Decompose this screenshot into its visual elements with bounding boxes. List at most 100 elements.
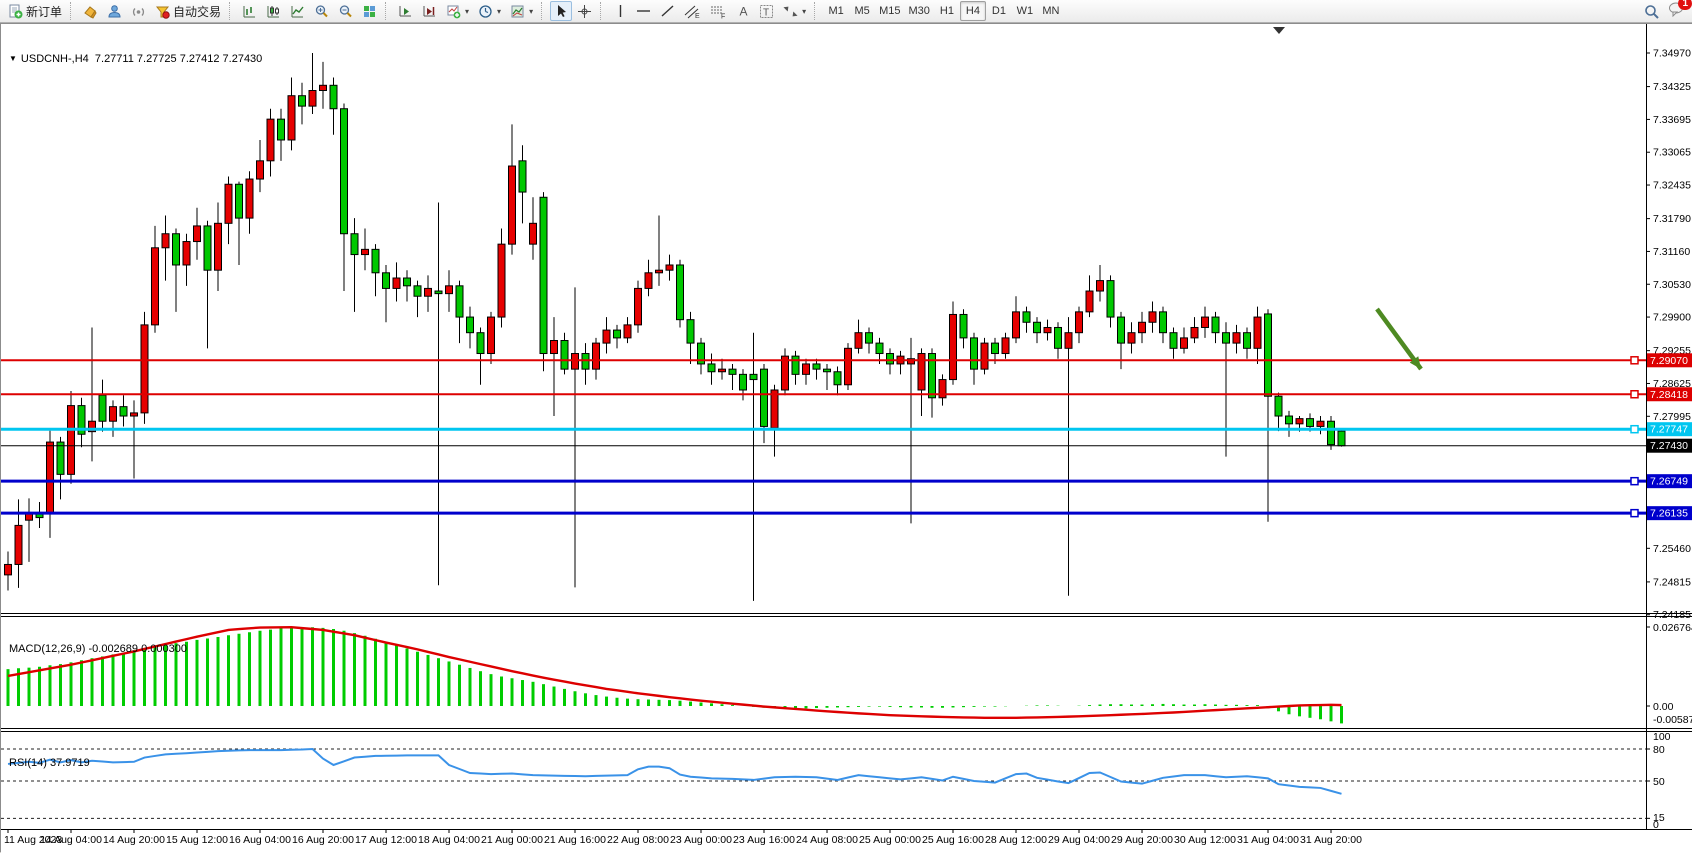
timeframe-h1-button[interactable]: H1	[939, 5, 954, 17]
svg-text:17 Aug 12:00: 17 Aug 12:00	[355, 834, 417, 846]
svg-text:7.26749: 7.26749	[1650, 476, 1688, 488]
styles-icon	[84, 5, 97, 19]
chart-shift-button[interactable]	[418, 1, 441, 21]
toolbar-separator	[385, 2, 390, 20]
equidistant-channel-icon: E	[684, 5, 700, 19]
fibonacci-icon: F	[711, 6, 725, 19]
dropdown-caret: ▾	[802, 6, 807, 16]
svg-text:18 Aug 04:00: 18 Aug 04:00	[418, 834, 480, 846]
svg-text:21 Aug 00:00: 21 Aug 00:00	[481, 834, 543, 846]
periods-button[interactable]: ▾	[474, 1, 505, 21]
profiles-button[interactable]	[103, 1, 126, 21]
trendline-tool-button[interactable]	[656, 1, 679, 21]
chart-shift-icon	[423, 5, 436, 16]
bar-chart-icon	[243, 5, 256, 17]
rsi-name: RSI(14)	[9, 757, 47, 769]
svg-text:7.25460: 7.25460	[1653, 543, 1691, 555]
profiles-icon	[108, 4, 121, 17]
chart-symbol-period: USDCNH-,H4	[20, 53, 89, 65]
styles-button[interactable]	[79, 1, 102, 21]
svg-text:22 Aug 08:00: 22 Aug 08:00	[607, 834, 669, 846]
chat-unread-badge: 1	[1678, 0, 1692, 10]
timeframe-m15-button[interactable]: M15	[879, 5, 901, 17]
zoom-in-button[interactable]	[310, 1, 333, 21]
svg-text:7.29070: 7.29070	[1650, 355, 1688, 367]
svg-text:30 Aug 12:00: 30 Aug 12:00	[1174, 834, 1236, 846]
bar-chart-button[interactable]	[238, 1, 261, 21]
new-chart-button[interactable]: ▾	[442, 1, 473, 21]
text-label-tool-button[interactable]: T	[755, 1, 778, 21]
signals-icon	[132, 7, 145, 16]
svg-text:29 Aug 04:00: 29 Aug 04:00	[1048, 834, 1110, 846]
templates-button[interactable]: ▾	[506, 1, 537, 21]
chart-dropdown-icon[interactable]: ▼	[9, 54, 17, 63]
toolbar-separator	[541, 2, 546, 20]
svg-text:7.27430: 7.27430	[1650, 440, 1688, 452]
svg-text:7.24815: 7.24815	[1653, 576, 1691, 588]
svg-text:7.33695: 7.33695	[1653, 114, 1691, 126]
chart-ohlc-values: 7.27711 7.27725 7.27412 7.27430	[94, 53, 263, 65]
timeframe-m1-button[interactable]: M1	[828, 5, 844, 17]
text-icon: A	[739, 5, 747, 19]
svg-text:23 Aug 16:00: 23 Aug 16:00	[733, 834, 795, 846]
svg-text:16 Aug 04:00: 16 Aug 04:00	[229, 834, 291, 846]
svg-text:50: 50	[1653, 776, 1665, 788]
svg-text:7.28625: 7.28625	[1653, 378, 1691, 390]
cursor-icon	[557, 5, 566, 17]
timeframe-h4-button[interactable]: H4	[959, 1, 986, 21]
cursor-tool-button[interactable]	[550, 1, 573, 21]
new-order-label: 新订单	[26, 4, 63, 19]
zoom-in-icon	[315, 4, 328, 17]
timeframe-mn-button[interactable]: MN	[1042, 5, 1060, 17]
templates-icon	[511, 5, 524, 17]
svg-text:7.34970: 7.34970	[1653, 48, 1691, 60]
svg-text:7.28418: 7.28418	[1650, 389, 1688, 401]
svg-text:7.27995: 7.27995	[1653, 411, 1691, 423]
text-tool-button[interactable]: A	[732, 1, 754, 21]
svg-text:14 Aug 20:00: 14 Aug 20:00	[103, 834, 165, 846]
svg-text:-0.005872: -0.005872	[1653, 714, 1692, 726]
arrows-tool-button[interactable]: ▾	[779, 1, 810, 21]
candlestick-chart-button[interactable]	[262, 1, 285, 21]
auto-trading-button[interactable]: 自动交易	[151, 1, 225, 21]
svg-text:F: F	[721, 13, 725, 19]
vertical-line-icon	[619, 5, 621, 17]
dropdown-caret: ▾	[529, 6, 534, 16]
arrows-icon	[783, 6, 798, 16]
signals-button[interactable]	[127, 1, 150, 21]
channel-tool-button[interactable]: E	[680, 1, 705, 21]
search-icon[interactable]	[1644, 4, 1660, 20]
crosshair-tool-button[interactable]	[573, 1, 596, 21]
chart-window[interactable]: 7.34970 7.34325 7.33695 7.33065 7.32435 7.317…	[0, 23, 1692, 853]
svg-text:16 Aug 20:00: 16 Aug 20:00	[292, 834, 354, 846]
svg-text:14 Aug 04:00: 14 Aug 04:00	[40, 834, 102, 846]
svg-text:7.29900: 7.29900	[1653, 312, 1691, 324]
svg-text:15 Aug 12:00: 15 Aug 12:00	[166, 834, 228, 846]
svg-text:0.00: 0.00	[1653, 701, 1674, 713]
timeframe-m5-button[interactable]: M5	[854, 5, 870, 17]
auto-trading-label: 自动交易	[173, 4, 222, 19]
auto-scroll-button[interactable]	[394, 1, 417, 21]
horizontal-line-tool-button[interactable]	[632, 1, 655, 21]
timeframe-m30-button[interactable]: M30	[908, 5, 930, 17]
new-order-button[interactable]: 新订单	[4, 1, 66, 21]
timeframe-d1-button[interactable]: D1	[991, 5, 1006, 17]
timeframe-w1-button[interactable]: W1	[1016, 5, 1034, 17]
fibonacci-tool-button[interactable]: F	[706, 1, 731, 21]
svg-text:7.30530: 7.30530	[1653, 279, 1691, 291]
chart-title: ▼ USDCNH-,H4 7.27711 7.27725 7.27412 7.27…	[9, 53, 262, 65]
tile-windows-button[interactable]	[358, 1, 381, 21]
svg-text:23 Aug 00:00: 23 Aug 00:00	[670, 834, 732, 846]
auto-trading-icon	[155, 6, 170, 19]
vertical-line-tool-button[interactable]	[609, 1, 631, 21]
crosshair-icon	[578, 4, 592, 18]
toolbar-separator	[70, 2, 75, 20]
line-chart-button[interactable]	[286, 1, 309, 21]
horizontal-line-icon	[637, 10, 651, 12]
svg-text:7.24185: 7.24185	[1653, 609, 1691, 621]
chart-canvas[interactable]: 7.34970 7.34325 7.33695 7.33065 7.32435 7.317…	[1, 24, 1692, 853]
notifications-container: 1	[1668, 0, 1692, 22]
svg-text:25 Aug 00:00: 25 Aug 00:00	[859, 834, 921, 846]
zoom-out-button[interactable]	[334, 1, 357, 21]
svg-text:0.026764: 0.026764	[1653, 622, 1692, 634]
